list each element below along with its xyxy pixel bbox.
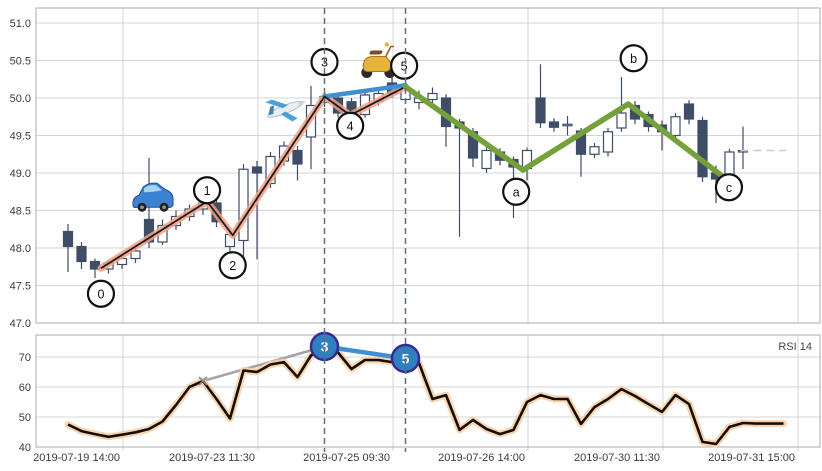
candle <box>548 118 560 132</box>
candle-body <box>62 230 74 248</box>
candle-body <box>670 116 681 137</box>
candle <box>602 128 614 157</box>
price-tick-label: 47.0 <box>10 318 31 330</box>
annotation-circle <box>390 51 419 80</box>
candle-body <box>562 123 573 127</box>
candle <box>562 116 573 136</box>
candle-body <box>76 245 87 263</box>
annotation-circle-label: 2 <box>229 259 236 273</box>
candle <box>670 113 681 140</box>
candle <box>292 146 303 181</box>
candle <box>481 146 492 173</box>
annotation-circle-label: c <box>726 181 732 195</box>
candle-body <box>602 131 614 153</box>
candle <box>454 119 465 237</box>
price-tick-label: 49.5 <box>10 131 31 143</box>
price-tick-label: 50.5 <box>10 56 31 68</box>
green-trendline <box>402 84 727 181</box>
candle-body <box>683 103 695 120</box>
x-tick-label: 2019-07-31 15:00 <box>708 452 795 464</box>
candle <box>535 64 546 128</box>
candle <box>737 126 749 170</box>
price-circle-2: 2 <box>218 251 247 280</box>
annotation-circle-label: 5 <box>401 59 408 73</box>
annotation-circle <box>502 177 531 206</box>
candle <box>62 224 74 272</box>
annotation-circle-label: b <box>630 52 637 66</box>
annotation-circle-label: 0 <box>97 287 104 301</box>
annotation-circle <box>619 44 648 73</box>
rsi-tick-label: 60 <box>19 382 31 394</box>
annotation-circle-label: 1 <box>204 184 211 198</box>
rsi-tick-label: 50 <box>19 412 31 424</box>
airplane-shape <box>265 99 306 122</box>
price-circle-1: 1 <box>192 176 222 205</box>
annotation-circle <box>336 111 365 140</box>
price-circle-a: a <box>502 177 531 206</box>
candle <box>427 87 438 106</box>
rsi-annotation-circle-label: 3 <box>321 339 329 355</box>
candle-body <box>427 92 438 101</box>
price-tick-label: 51.0 <box>10 18 31 30</box>
price-circle-0: 0 <box>86 279 116 308</box>
rsi-line <box>67 345 784 446</box>
rsi-period-label: RSI 14 <box>778 341 812 353</box>
candle-body <box>238 168 249 242</box>
candle <box>589 143 600 158</box>
x-tick-label: 2019-07-30 11:30 <box>574 452 660 464</box>
candle-body <box>589 146 600 155</box>
candle-body <box>481 149 492 170</box>
candle-body <box>535 97 546 124</box>
x-tick-label: 2019-07-26 14:00 <box>438 452 525 464</box>
annotation-circle <box>86 279 116 308</box>
x-tick-label: 2019-07-23 11:30 <box>169 452 255 464</box>
candle-body <box>724 151 735 177</box>
candle <box>697 116 708 182</box>
x-tick-label: 2019-07-25 09:30 <box>303 452 390 464</box>
rsi-panel: 7060504035RSI 14 <box>19 331 821 454</box>
rsi-panel-border <box>35 334 821 448</box>
annotation-circle <box>714 173 744 202</box>
price-circle-c: c <box>714 173 744 202</box>
price-panel-border <box>35 7 821 324</box>
candle-body <box>251 166 263 174</box>
car-emoji <box>132 182 174 212</box>
candle-body <box>292 149 303 165</box>
price-tick-label: 50.0 <box>10 93 31 105</box>
annotation-circle-label: 4 <box>347 119 354 133</box>
rsi-gray-trendline <box>202 345 325 383</box>
impulse-trendline <box>100 85 406 270</box>
annotation-circle <box>218 251 247 280</box>
rsi-tick-label: 70 <box>19 352 31 364</box>
rsi-circle-3: 3 <box>309 331 340 362</box>
candle-body <box>616 112 627 129</box>
annotation-circle-label: a <box>513 185 520 199</box>
emoji-layer <box>132 42 396 212</box>
candle <box>683 100 695 125</box>
candle <box>76 242 87 269</box>
price-circle-b: b <box>619 44 648 73</box>
scooter-emoji <box>361 42 396 78</box>
price-circle-4: 4 <box>336 111 365 140</box>
price-tick-label: 47.5 <box>10 281 31 293</box>
candle <box>616 77 627 132</box>
candle <box>251 161 263 260</box>
price-tick-label: 48.5 <box>10 206 31 218</box>
price-circle-5: 5 <box>390 51 419 80</box>
candle-body <box>548 121 560 128</box>
candle-body <box>130 250 141 260</box>
candle-body <box>697 119 708 178</box>
price-tick-label: 48.0 <box>10 243 31 255</box>
blue-trendline <box>322 83 408 99</box>
price-tick-label: 49.0 <box>10 168 31 180</box>
annotation-circle <box>192 176 222 205</box>
x-cross-marker <box>198 376 208 386</box>
price-panel: 51.050.550.049.549.048.548.047.547.00123… <box>10 7 821 330</box>
airplane-emoji <box>265 99 306 122</box>
impulse-trendline-glow <box>97 83 409 272</box>
rsi-tick-label: 40 <box>19 442 31 454</box>
x-tick-label: 2019-07-19 14:00 <box>33 452 120 464</box>
